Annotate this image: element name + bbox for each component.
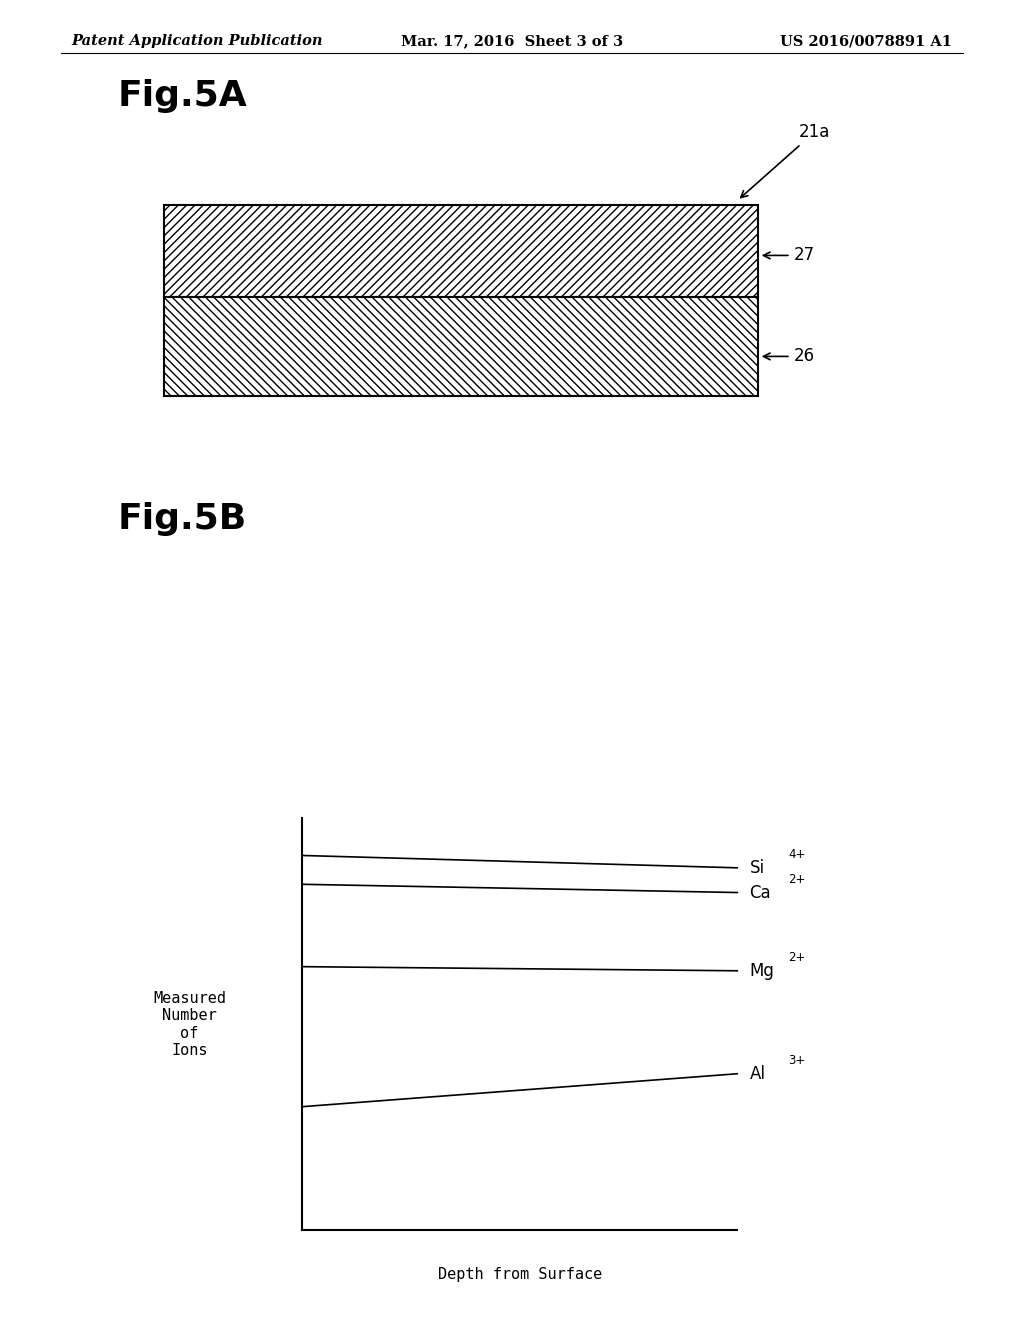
Text: 21a: 21a	[740, 123, 830, 198]
Text: Mar. 17, 2016  Sheet 3 of 3: Mar. 17, 2016 Sheet 3 of 3	[401, 34, 623, 49]
Bar	[164, 297, 758, 396]
Text: Patent Application Publication: Patent Application Publication	[72, 34, 324, 49]
Text: US 2016/0078891 A1: US 2016/0078891 A1	[780, 34, 952, 49]
Text: 26: 26	[764, 347, 815, 366]
Text: 2+: 2+	[788, 873, 806, 886]
Text: Fig.5B: Fig.5B	[118, 502, 247, 536]
Text: Fig.5A: Fig.5A	[118, 79, 248, 114]
Text: 3+: 3+	[788, 1055, 806, 1067]
Bar	[164, 205, 758, 297]
Text: 4+: 4+	[788, 849, 806, 861]
Text: Si: Si	[750, 859, 765, 876]
Text: Mg: Mg	[750, 962, 774, 979]
Text: Depth from Surface: Depth from Surface	[437, 1267, 602, 1282]
Text: 27: 27	[764, 247, 815, 264]
Text: 2+: 2+	[788, 952, 806, 964]
Text: Al: Al	[750, 1065, 766, 1082]
Text: Measured
Number
of
Ions: Measured Number of Ions	[153, 991, 226, 1057]
Text: Ca: Ca	[750, 883, 771, 902]
